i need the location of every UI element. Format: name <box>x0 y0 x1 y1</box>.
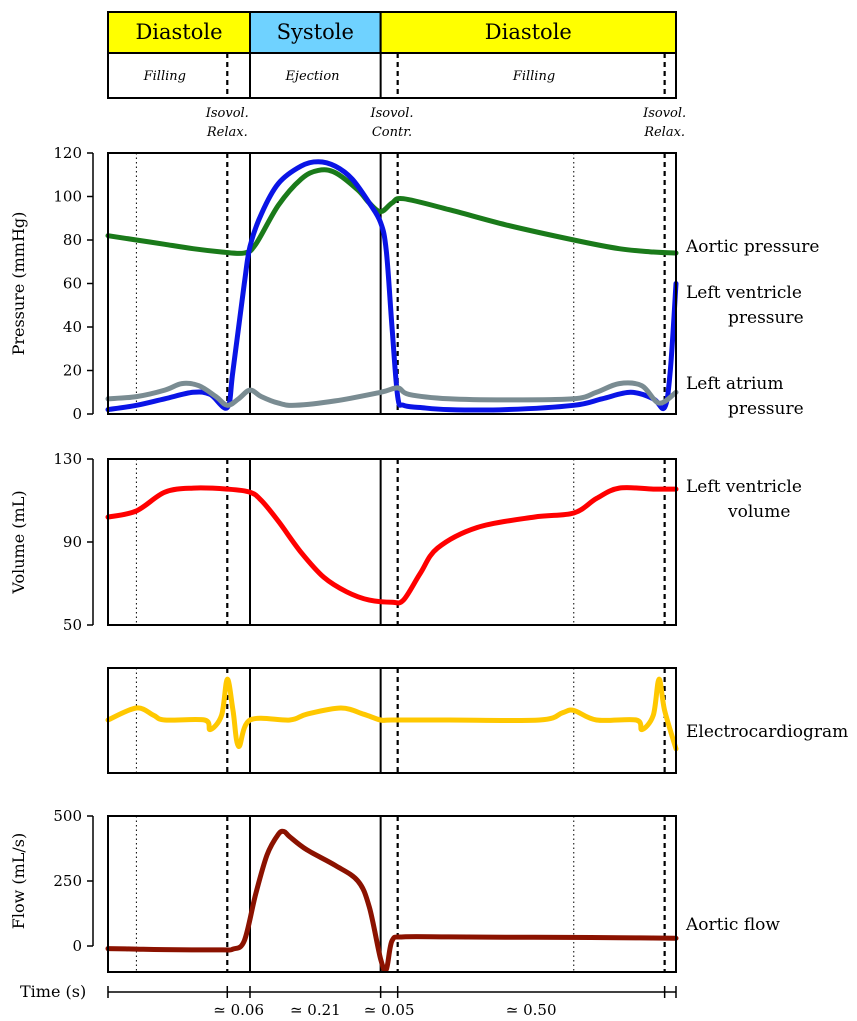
phase-label-0: Diastole <box>135 20 222 44</box>
subphase-row <box>107 52 677 99</box>
time-segment-label-0: ≃ 0.06 <box>213 1001 264 1019</box>
event-label-2-line2: Relax. <box>643 125 685 140</box>
chart-panels: 0 20 40 60 80 100 120 Pressure (mmHg) 50 90 130 Vol… <box>9 144 679 974</box>
phase-block-0 <box>107 11 251 54</box>
y-axis-label: Flow (mL/s) <box>9 833 28 930</box>
event-label-1-line2: Contr. <box>372 125 412 140</box>
y-tick-label: 40 <box>63 318 82 336</box>
panel-0: 0 20 40 60 80 100 120 Pressure (mmHg) <box>9 144 679 423</box>
subphase-label-1: Ejection <box>284 69 339 84</box>
panel-frame <box>107 152 677 415</box>
y-tick-label: 250 <box>53 872 82 890</box>
series-label-3-1: volume <box>727 502 790 522</box>
phase-label-1: Systole <box>277 20 354 44</box>
y-axis-label: Pressure (mmHg) <box>9 212 28 356</box>
phase-block-1 <box>249 11 382 54</box>
y-tick-label: 0 <box>72 405 82 423</box>
time-segment-label-3: ≃ 0.50 <box>506 1001 557 1019</box>
panel-1: 50 90 130 Volume (mL) <box>9 450 679 634</box>
y-tick-label: 100 <box>53 188 82 206</box>
y-tick-label: 500 <box>53 807 82 825</box>
subphase-label-0: Filling <box>143 69 186 84</box>
series-line-aortic-pressure <box>105 167 679 256</box>
series-label-4-0: Electrocardiogram <box>686 722 848 742</box>
event-label-2-line1: Isovol. <box>642 106 686 121</box>
series-label-2-1: pressure <box>728 399 804 419</box>
y-tick-label: 90 <box>63 533 82 551</box>
event-label-1-line1: Isovol. <box>369 106 413 121</box>
panel-frame <box>107 815 677 973</box>
series-line-aortic-flow <box>105 828 679 974</box>
y-tick-label: 60 <box>63 275 82 293</box>
event-label-0-line2: Relax. <box>206 125 248 140</box>
y-tick-label: 20 <box>63 362 82 380</box>
y-tick-label: 130 <box>53 450 82 468</box>
y-tick-label: 80 <box>63 231 82 249</box>
subphase-label-2: Filling <box>512 69 555 84</box>
time-axis-label: Time (s) <box>20 982 86 1001</box>
panel-frame <box>107 458 677 626</box>
y-axis-label: Volume (mL) <box>9 490 28 594</box>
time-segment-label-2: ≃ 0.05 <box>364 1001 415 1019</box>
series-label-3-0: Left ventricle <box>686 477 802 497</box>
y-tick-label: 120 <box>53 144 82 162</box>
time-segment-label-1: ≃ 0.21 <box>290 1001 341 1019</box>
series-label-1-0: Left ventricle <box>686 283 802 303</box>
series-line-left-atrium-pressure <box>105 380 679 408</box>
series-label-1-1: pressure <box>728 308 804 328</box>
panel-2 <box>105 667 679 774</box>
series-labels: Aortic pressure Left ventricle pressure Lef… <box>685 237 848 935</box>
series-line-electrocardiogram <box>105 676 679 752</box>
panel-3: 0 250 500 Flow (mL/s) <box>9 807 679 974</box>
y-tick-label: 0 <box>72 937 82 955</box>
series-label-2-0: Left atrium <box>686 374 783 394</box>
y-tick-label: 50 <box>63 616 82 634</box>
time-axis: Time (s) ≃ 0.06 ≃ 0.21 ≃ 0.05 ≃ 0.50 <box>20 982 677 1019</box>
phase-bar: Diastole Systole Diastole Filling Ejection Fi… <box>107 11 686 140</box>
series-label-0-0: Aortic pressure <box>685 237 820 257</box>
series-line-left-ventricle-pressure <box>105 159 679 413</box>
series-label-5-0: Aortic flow <box>685 915 780 935</box>
phase-label-2: Diastole <box>485 20 572 44</box>
panel-frame <box>107 667 677 774</box>
series-line-left-ventricle-volume <box>105 485 679 606</box>
event-label-0-line1: Isovol. <box>205 106 249 121</box>
